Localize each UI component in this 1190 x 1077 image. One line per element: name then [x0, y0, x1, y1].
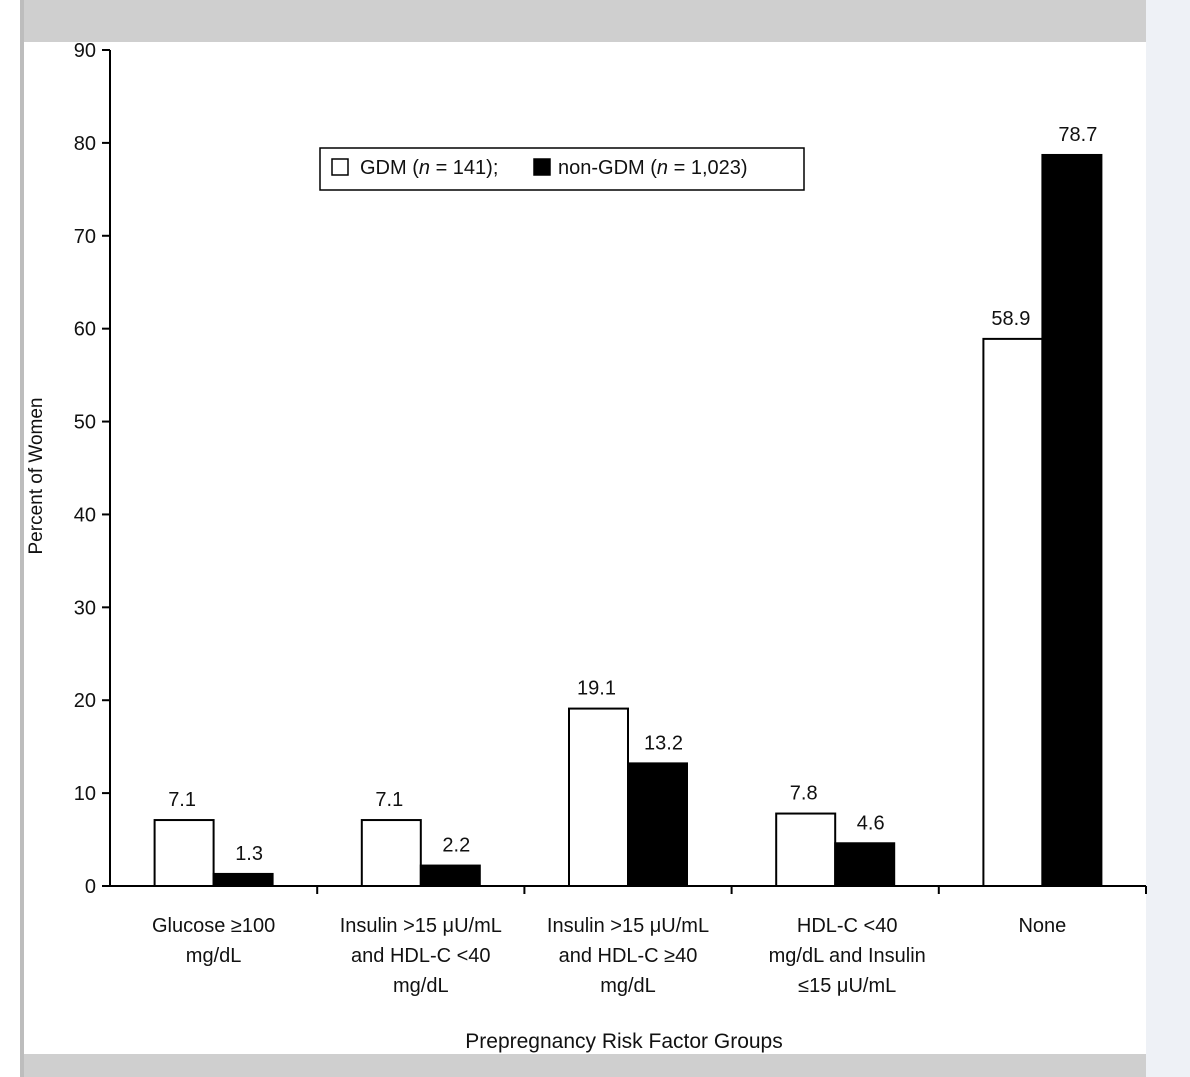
bar-non-gdm: [834, 842, 896, 888]
bar-value-label: 1.3: [235, 843, 263, 865]
bar-gdm: [153, 819, 215, 887]
legend-label-non-gdm: non-GDM (n = 1,023): [558, 157, 748, 179]
y-axis: 0 10 20 30 40 50 60 70 80 90: [74, 40, 111, 898]
bar-value-label: 78.7: [1058, 124, 1097, 146]
bars: [153, 153, 1103, 888]
y-tick-label: 70: [74, 226, 96, 248]
bar-value-label: 13.2: [644, 732, 683, 754]
category-label: None: [1018, 915, 1066, 937]
y-tick-label: 0: [85, 876, 96, 898]
y-tick-label: 50: [74, 412, 96, 434]
x-axis-title: Prepregnancy Risk Factor Groups: [465, 1030, 782, 1053]
bar-value-label: 7.8: [790, 783, 818, 805]
y-tick-label: 20: [74, 690, 96, 712]
bar-gdm: [982, 337, 1044, 887]
bar-labels: 7.1 1.3 7.1 2.2 19.1 13.2 7.8 4.6 58.9 78.7: [168, 124, 1097, 865]
y-tick-label: 40: [74, 504, 96, 526]
left-border: [20, 0, 24, 1077]
bar-value-label: 58.9: [991, 308, 1030, 330]
bar-value-label: 19.1: [577, 678, 616, 700]
y-tick-label: 90: [74, 40, 96, 62]
bar-non-gdm: [627, 762, 688, 887]
bar-value-label: 7.1: [168, 789, 196, 811]
y-axis-title: Percent of Women: [26, 397, 47, 554]
category-label: Insulin >15 μU/mL and HDL-C <40 mg/dL: [340, 915, 502, 997]
legend-box: [319, 147, 805, 191]
bar-value-label: 4.6: [857, 812, 885, 834]
bar-non-gdm: [419, 864, 481, 888]
legend: GDM (n = 141); non-GDM (n = 1,023): [319, 147, 805, 191]
legend-label-gdm: GDM (n = 141);: [360, 157, 498, 179]
bar-value-label: 2.2: [442, 835, 470, 857]
bottom-bar: [24, 1054, 1146, 1077]
x-axis: [110, 885, 1147, 894]
y-tick-label: 60: [74, 319, 96, 341]
y-tick-label: 30: [74, 597, 96, 619]
side-panel: [1146, 0, 1190, 1077]
bar-value-label: 7.1: [375, 789, 403, 811]
bar-gdm: [568, 707, 629, 887]
category-label: Glucose ≥100 mg/dL: [152, 915, 275, 967]
category-labels: Glucose ≥100 mg/dL Insulin >15 μU/mL and HD…: [152, 915, 1066, 997]
bar-gdm: [775, 812, 837, 888]
category-label: HDL-C <40 mg/dL and Insulin ≤15 μU/mL: [769, 915, 926, 997]
category-label: Insulin >15 μU/mL and HDL-C ≥40 mg/dL: [547, 915, 709, 997]
bar-gdm: [360, 819, 422, 887]
bar-non-gdm: [1041, 153, 1103, 888]
y-tick-label: 10: [74, 783, 96, 805]
legend-swatch-gdm: [331, 158, 349, 176]
bar-non-gdm: [212, 872, 274, 887]
legend-swatch-non-gdm: [533, 158, 551, 176]
y-tick-label: 80: [74, 133, 96, 155]
top-toolbar: [24, 0, 1146, 42]
